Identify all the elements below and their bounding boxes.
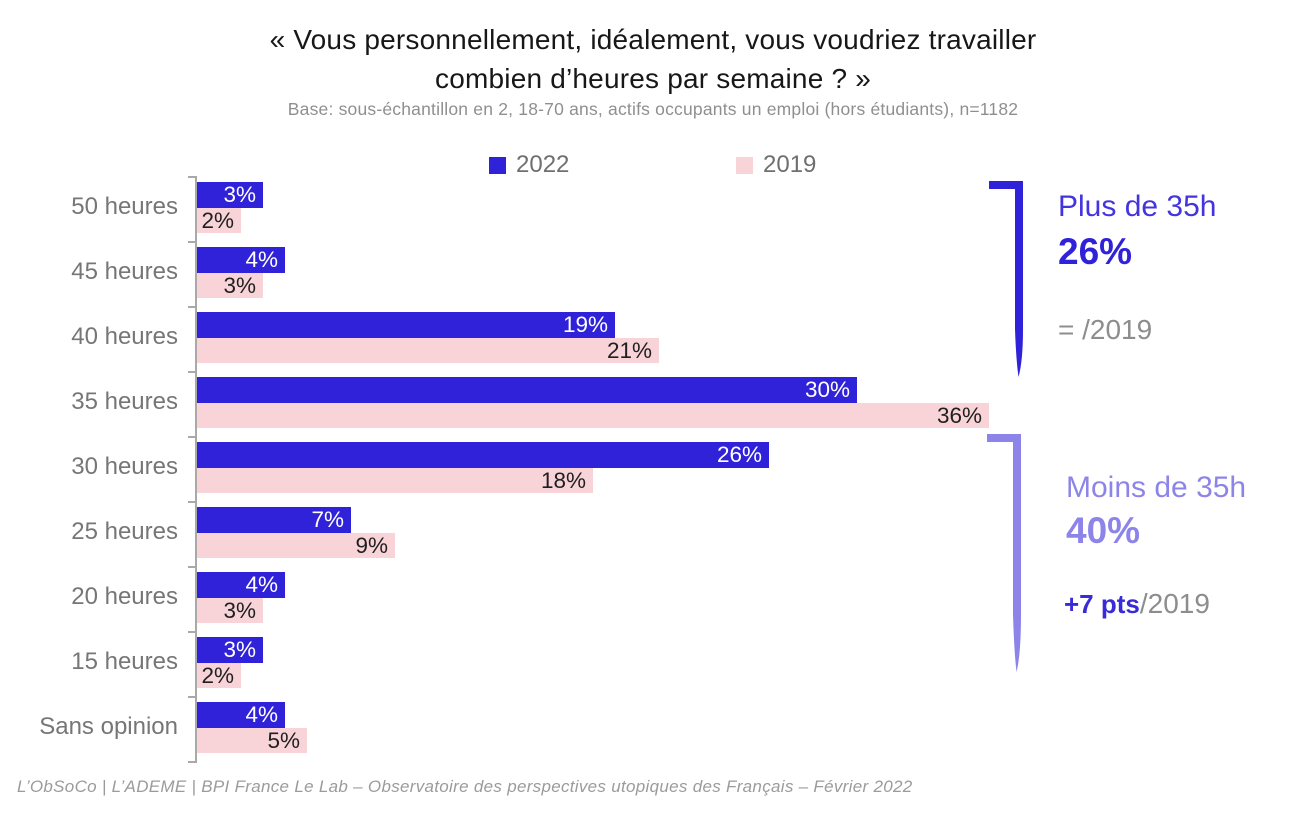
axis-tick [188,306,196,308]
bar-2019-45-heures: 3% [197,273,263,298]
bar-2022-sans-opinion: 4% [197,702,285,728]
category-label-15-heures: 15 heures [71,648,178,675]
bar-2022-50-heures: 3% [197,182,263,208]
bar-2019-25-heures: 9% [197,533,395,558]
bar-2022-25-heures: 7% [197,507,351,533]
legend-label-2022: 2022 [516,151,570,178]
category-label-25-heures: 25 heures [71,518,178,545]
legend-label-2019: 2019 [763,151,817,178]
axis-tick [188,761,196,763]
category-label-30-heures: 30 heures [71,453,178,480]
category-label-sans-opinion: Sans opinion [39,713,178,740]
legend-item-2022: 2022 [489,151,569,179]
annotation-plus-value: 26% [1058,231,1133,272]
annotation-plus-delta: = /2019 [1058,314,1153,345]
axis-tick [188,371,196,373]
axis-tick [188,436,196,438]
bar-2019-sans-opinion: 5% [197,728,307,753]
bar-2019-40-heures: 21% [197,338,659,363]
bar-2019-30-heures: 18% [197,468,593,493]
chart-title-line2: combien d’heures par semaine ? » [435,63,871,94]
annotation-moins-delta: +7 pts/2019 [1064,588,1210,620]
source-credit: L’ObSoCo | L’ADEME | BPI France Le Lab –… [17,777,913,796]
annotation-moins-delta-highlight: +7 pts [1064,589,1140,619]
axis-tick [188,566,196,568]
bracket-plus-de-35h [989,181,1023,377]
legend-item-2019: 2019 [736,151,816,179]
chart-title: « Vous personnellement, idéalement, vous… [0,20,1306,98]
chart-title-line1: « Vous personnellement, idéalement, vous… [269,24,1037,55]
category-label-45-heures: 45 heures [71,258,178,285]
bar-2019-35-heures: 36% [197,403,989,428]
bracket-moins-de-35h [987,434,1021,672]
bar-2022-40-heures: 19% [197,312,615,338]
category-label-35-heures: 35 heures [71,388,178,415]
bar-2019-15-heures: 2% [197,663,241,688]
bar-2022-30-heures: 26% [197,442,769,468]
category-label-40-heures: 40 heures [71,323,178,350]
bar-2022-45-heures: 4% [197,247,285,273]
bar-2019-20-heures: 3% [197,598,263,623]
annotation-moins-delta-rest: /2019 [1139,588,1210,619]
bar-2019-50-heures: 2% [197,208,241,233]
category-label-50-heures: 50 heures [71,193,178,220]
bar-2022-20-heures: 4% [197,572,285,598]
bar-2022-35-heures: 30% [197,377,857,403]
axis-tick [188,501,196,503]
axis-tick [188,696,196,698]
legend-swatch-2022 [489,156,506,174]
category-label-20-heures: 20 heures [71,583,178,610]
axis-tick [188,241,196,243]
y-axis-line [195,176,197,763]
annotation-moins-value: 40% [1066,510,1141,551]
chart-subtitle: Base: sous-échantillon en 2, 18-70 ans, … [287,99,1019,119]
bar-2022-15-heures: 3% [197,637,263,663]
annotation-moins-label: Moins de 35h [1066,471,1247,504]
axis-tick [188,176,196,178]
annotation-plus-label: Plus de 35h [1058,190,1217,223]
legend-swatch-2019 [736,156,753,174]
axis-tick [188,631,196,633]
